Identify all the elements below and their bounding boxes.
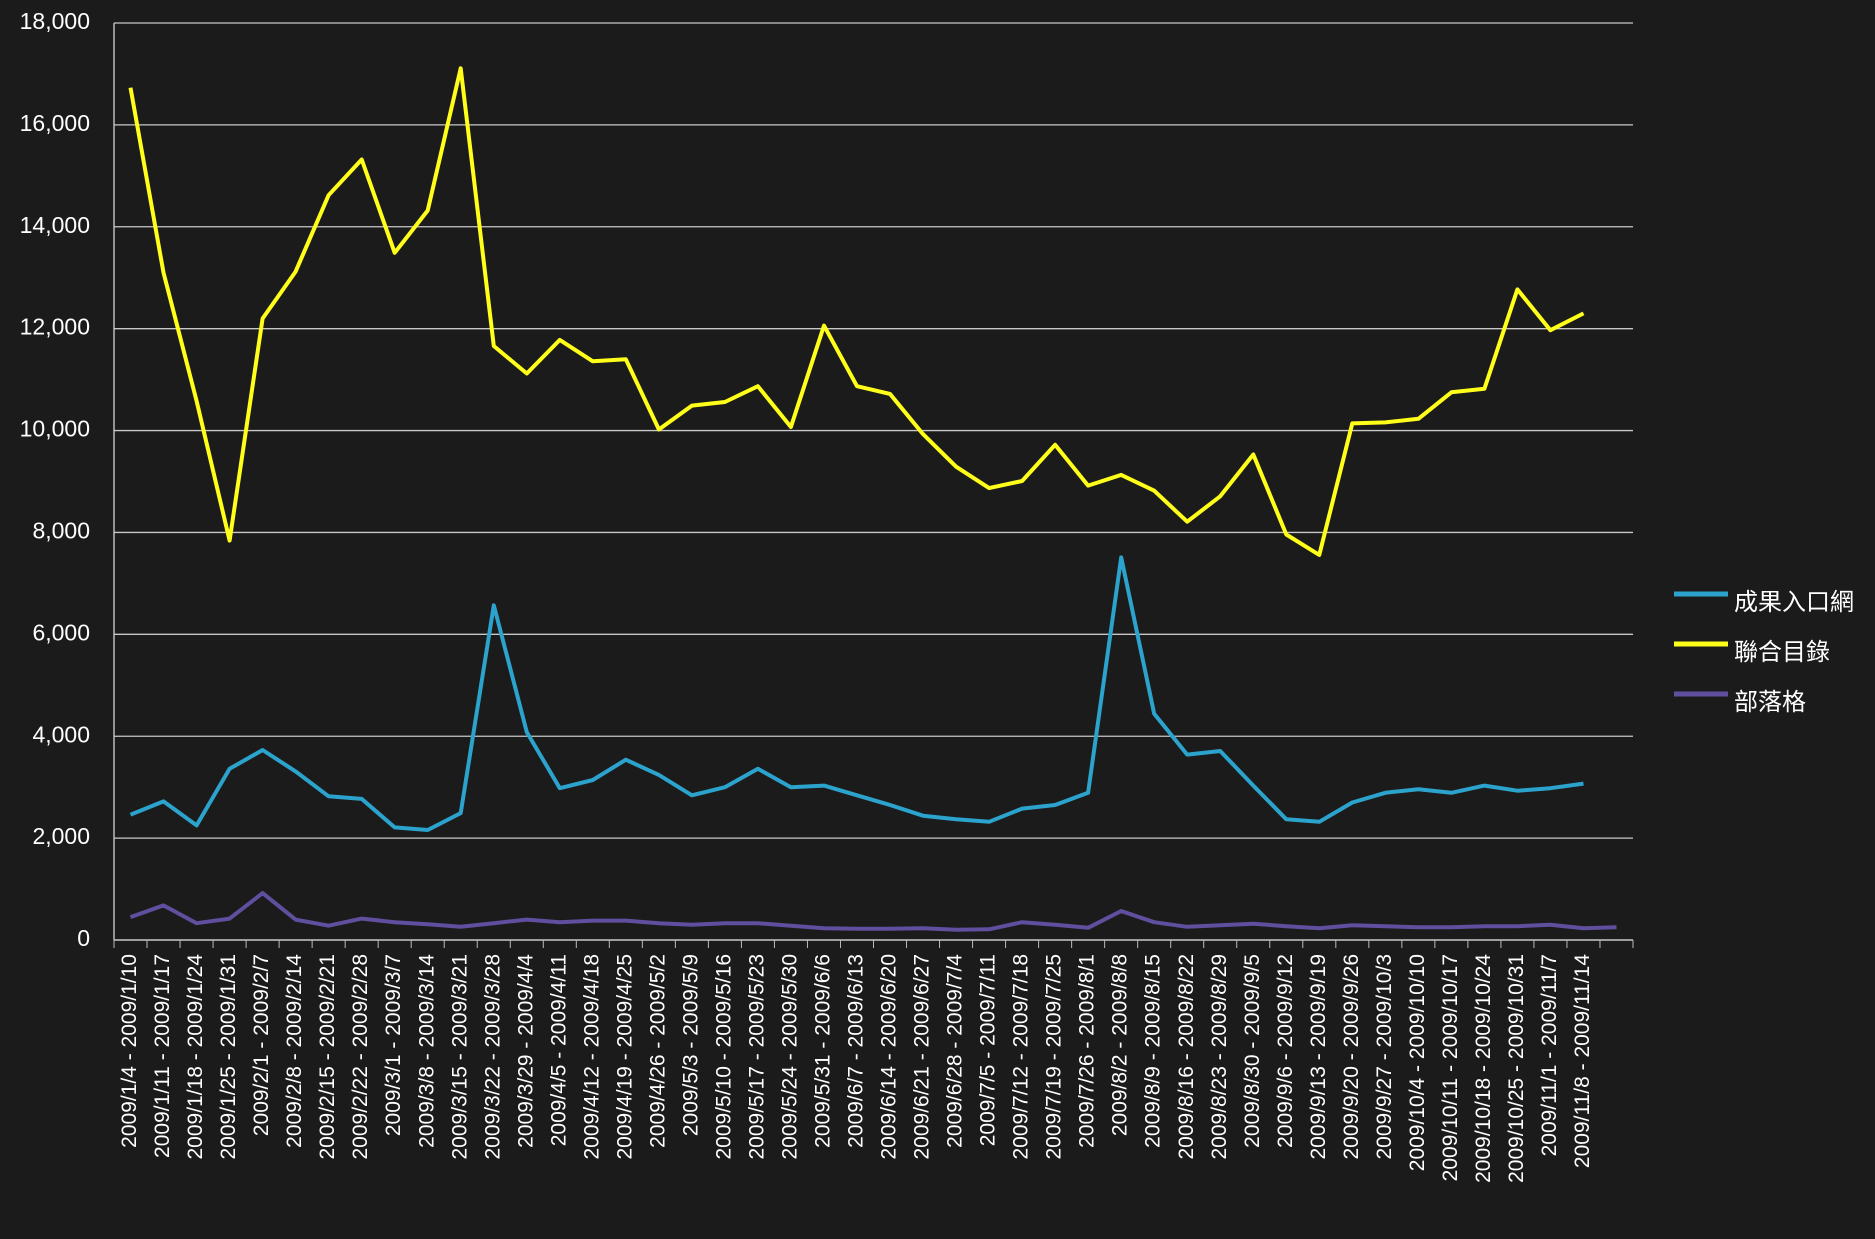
x-tick-label: 2009/5/31 - 2009/6/6 xyxy=(812,954,835,1148)
x-tick-label: 2009/3/22 - 2009/3/28 xyxy=(481,954,504,1160)
x-tick-label: 2009/4/5 - 2009/4/11 xyxy=(547,954,570,1146)
x-tick-label: 2009/8/23 - 2009/8/29 xyxy=(1208,954,1231,1160)
x-tick-label: 2009/10/25 - 2009/10/31 xyxy=(1505,954,1528,1183)
x-tick-label: 2009/7/5 - 2009/7/11 xyxy=(977,954,1000,1146)
x-tick-label: 2009/11/8 - 2009/11/14 xyxy=(1571,954,1594,1168)
series-line xyxy=(131,68,1584,555)
x-tick-label: 2009/8/16 - 2009/8/22 xyxy=(1175,954,1198,1160)
x-tick-label: 2009/10/18 - 2009/10/24 xyxy=(1472,954,1495,1183)
x-tick-label: 2009/2/1 - 2009/2/7 xyxy=(250,954,273,1136)
y-tick-label: 4,000 xyxy=(32,721,90,747)
y-tick-label: 14,000 xyxy=(20,212,90,238)
x-tick-label: 2009/4/12 - 2009/4/18 xyxy=(580,954,603,1160)
x-tick-label: 2009/1/18 - 2009/1/24 xyxy=(184,954,207,1160)
x-tick-label: 2009/5/10 - 2009/5/16 xyxy=(712,954,735,1160)
x-tick-label: 2009/3/15 - 2009/3/21 xyxy=(448,954,471,1160)
legend-label: 成果入口網 xyxy=(1734,588,1854,616)
chart: 0 2,000 4,000 6,000 8,000 10,000 12,000 14,000 1… xyxy=(0,0,1875,1239)
x-tick-label: 2009/6/14 - 2009/6/20 xyxy=(878,954,901,1160)
legend-label: 部落格 xyxy=(1734,688,1806,716)
x-tick-label: 2009/9/6 - 2009/9/12 xyxy=(1274,954,1297,1148)
x-tick-label: 2009/8/30 - 2009/9/5 xyxy=(1241,954,1264,1148)
series-line xyxy=(131,557,1584,830)
x-tick-label: 2009/5/24 - 2009/5/30 xyxy=(778,954,801,1160)
x-tick-label: 2009/10/11 - 2009/10/17 xyxy=(1439,954,1462,1181)
x-tick-label: 2009/2/8 - 2009/2/14 xyxy=(283,954,306,1148)
x-tick-label: 2009/10/4 - 2009/10/10 xyxy=(1406,954,1429,1171)
y-tick-label: 12,000 xyxy=(20,314,90,340)
legend-label: 聯合目錄 xyxy=(1734,638,1830,666)
x-tick-label: 2009/6/7 - 2009/6/13 xyxy=(845,954,868,1148)
x-tick-label: 2009/6/28 - 2009/7/4 xyxy=(944,954,967,1148)
x-tick-label: 2009/9/13 - 2009/9/19 xyxy=(1307,954,1330,1160)
page: {"chart_data": {"type": "line", "categor… xyxy=(0,0,1875,1239)
x-tick-label: 2009/2/22 - 2009/2/28 xyxy=(349,954,372,1160)
x-tick-label: 2009/4/26 - 2009/5/2 xyxy=(646,954,669,1148)
x-tick-label: 2009/3/8 - 2009/3/14 xyxy=(415,954,438,1148)
x-tick-label: 2009/7/12 - 2009/7/18 xyxy=(1010,954,1033,1160)
x-tick-label: 2009/5/3 - 2009/5/9 xyxy=(679,954,702,1136)
x-tick-label: 2009/7/19 - 2009/7/25 xyxy=(1043,954,1066,1160)
x-tick-label: 2009/6/21 - 2009/6/27 xyxy=(911,954,934,1160)
x-tick-label: 2009/9/27 - 2009/10/3 xyxy=(1373,954,1396,1160)
y-tick-label: 18,000 xyxy=(20,8,90,34)
y-tick-label: 8,000 xyxy=(32,518,90,544)
x-tick-label: 2009/3/29 - 2009/4/4 xyxy=(514,954,537,1148)
x-tick-label: 2009/7/26 - 2009/8/1 xyxy=(1076,954,1099,1148)
y-tick-label: 10,000 xyxy=(20,416,90,442)
x-tick-label: 2009/8/9 - 2009/8/15 xyxy=(1142,954,1165,1148)
x-tick-label: 2009/5/17 - 2009/5/23 xyxy=(745,954,768,1160)
x-tick-label: 2009/8/2 - 2009/8/8 xyxy=(1109,954,1132,1136)
y-tick-label: 16,000 xyxy=(20,110,90,136)
y-tick-label: 6,000 xyxy=(32,619,90,645)
x-tick-label: 2009/1/11 - 2009/1/17 xyxy=(151,954,174,1158)
x-tick-label: 2009/11/1 - 2009/11/7 xyxy=(1538,954,1561,1156)
y-tick-label: 2,000 xyxy=(32,823,90,849)
y-tick-label: 0 xyxy=(77,925,90,951)
x-tick-label: 2009/4/19 - 2009/4/25 xyxy=(613,954,636,1160)
x-tick-label: 2009/1/25 - 2009/1/31 xyxy=(217,954,240,1160)
x-tick-label: 2009/3/1 - 2009/3/7 xyxy=(382,954,405,1136)
x-tick-label: 2009/1/4 - 2009/1/10 xyxy=(118,954,141,1148)
series-line xyxy=(131,893,1617,930)
x-tick-label: 2009/9/20 - 2009/9/26 xyxy=(1340,954,1363,1160)
x-tick-label: 2009/2/15 - 2009/2/21 xyxy=(316,954,339,1160)
